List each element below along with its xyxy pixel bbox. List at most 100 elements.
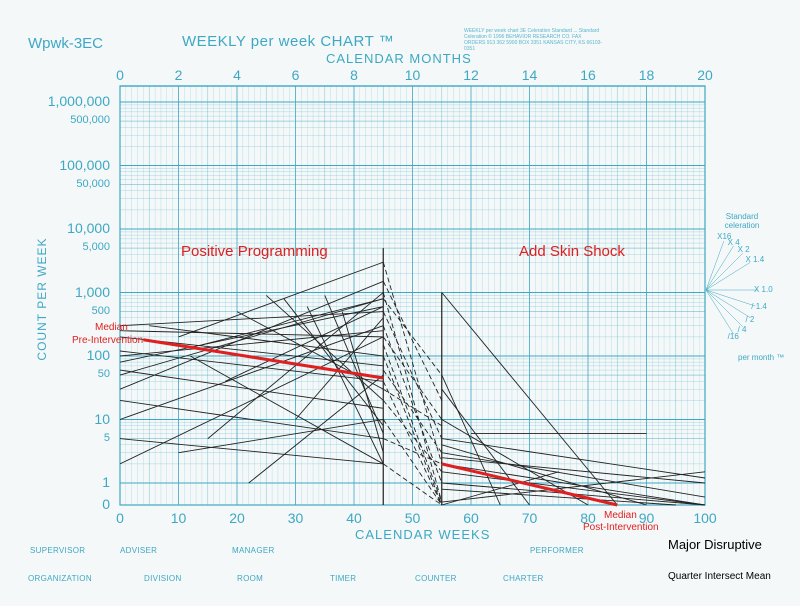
- transition-line: [382, 281, 443, 401]
- month-tick-label: 2: [174, 67, 183, 83]
- x-tick-label: 0: [116, 510, 124, 526]
- y-tick-label: 1,000: [74, 283, 110, 300]
- x-tick-label: 40: [346, 510, 362, 526]
- post-intervention-line: [441, 488, 676, 506]
- x-tick-label: 70: [521, 510, 538, 526]
- pre-intervention-line: [324, 295, 384, 434]
- y-tick-label: 0: [102, 496, 110, 512]
- pre-intervention-line: [341, 311, 384, 453]
- footer-field-label: PERFORMER: [530, 546, 584, 555]
- celeration-ray: [705, 289, 751, 318]
- pre-intervention-line: [119, 325, 384, 420]
- post-intervention-line: [441, 444, 647, 506]
- months-axis-label: CALENDAR MONTHS: [326, 51, 472, 66]
- celeration-ray: [705, 262, 751, 291]
- pre-intervention-line: [265, 295, 384, 401]
- chart-notes: WEEKLY per week chart 3E Celeration Stan…: [464, 28, 603, 52]
- celeration-ray: [705, 241, 725, 291]
- pre-intervention-line: [248, 374, 384, 484]
- y-tick-label: 10: [94, 410, 110, 427]
- month-tick-label: 14: [521, 67, 538, 83]
- form-id: Wpwk-3EC: [28, 35, 104, 52]
- pre-intervention-line: [201, 298, 384, 346]
- y-axis-label: COUNT PER WEEK: [35, 237, 49, 361]
- y-tick-label: 500: [91, 304, 110, 317]
- median-post-line: [441, 462, 618, 507]
- transition-line: [383, 438, 442, 465]
- pre-intervention-line: [119, 330, 384, 338]
- median-pre-label-1: Median: [95, 322, 128, 333]
- pre-intervention-line: [119, 298, 384, 376]
- transition-line: [382, 344, 443, 503]
- celeration-footer: per month ™: [738, 353, 785, 362]
- phase-label-skin-shock: Add Skin Shock: [519, 243, 625, 260]
- month-tick-label: 18: [638, 67, 655, 83]
- y-tick-label: 50: [97, 368, 110, 381]
- transition-line: [382, 298, 443, 376]
- transition-line: [382, 369, 443, 453]
- pre-intervention-line: [119, 399, 384, 440]
- footer-field-label: ROOM: [237, 574, 264, 583]
- month-tick-label: 12: [463, 67, 479, 83]
- pre-intervention-line: [119, 438, 384, 465]
- celeration-ray: [705, 289, 743, 327]
- median-post-label-2: Post-Intervention: [583, 522, 659, 533]
- post-intervention-line: [441, 471, 559, 506]
- x-tick-label: 90: [638, 510, 655, 526]
- celeration-ray: [705, 245, 734, 291]
- month-tick-label: 20: [697, 67, 713, 83]
- pre-intervention-line: [119, 330, 384, 357]
- month-tick-label: 4: [233, 67, 241, 83]
- median-pre-line: [143, 338, 384, 380]
- pre-intervention-line: [306, 306, 384, 465]
- weeks-axis-label: CALENDAR WEEKS: [355, 527, 491, 542]
- celeration-ray: [705, 289, 734, 335]
- month-tick-label: 8: [350, 67, 358, 83]
- y-tick-label: 1,000,000: [47, 93, 110, 109]
- celeration-label: X 4: [727, 237, 740, 247]
- x-tick-label: 80: [580, 510, 596, 526]
- median-pre-label-2: Pre-Intervention: [72, 335, 144, 346]
- celeration-label: / 4: [737, 324, 747, 334]
- pre-intervention-line: [119, 350, 384, 382]
- celeration-label: X16: [717, 232, 732, 242]
- pre-intervention-line: [295, 317, 384, 420]
- footer-field-label: COUNTER: [415, 574, 457, 583]
- pre-intervention-line: [119, 306, 384, 363]
- celeration-label: X 1.4: [745, 255, 765, 265]
- footer-field-label: MANAGER: [232, 546, 275, 555]
- celeration-label: /16: [727, 332, 739, 342]
- pre-intervention-line: [189, 355, 384, 465]
- pre-intervention-line: [178, 419, 384, 454]
- month-tick-label: 16: [580, 67, 596, 83]
- celeration-label: / 2: [745, 314, 755, 324]
- post-intervention-line: [441, 374, 501, 506]
- y-tick-label: 100,000: [59, 156, 110, 173]
- x-tick-label: 50: [404, 510, 421, 526]
- post-intervention-line: [441, 292, 618, 506]
- celeration-label: X 2: [737, 245, 750, 255]
- method-note: Quarter Intersect Mean: [668, 571, 771, 582]
- transition-line: [382, 381, 443, 506]
- y-tick-label: 500,000: [70, 114, 110, 127]
- footer-field-label: SUPERVISOR: [30, 546, 86, 555]
- celeration-title: Standard celeration: [724, 212, 760, 230]
- celeration-label: / 1.4: [751, 302, 767, 312]
- y-tick-label: 5: [103, 431, 110, 444]
- footer-field-label: TIMER: [330, 574, 357, 583]
- transition-line: [382, 336, 443, 420]
- x-tick-label: 10: [170, 510, 187, 526]
- transition-line: [383, 463, 443, 506]
- pre-intervention-line: [178, 261, 384, 338]
- transition-line: [382, 311, 443, 439]
- pre-intervention-line: [119, 311, 384, 327]
- median-post-label-1: Median: [604, 510, 637, 521]
- pre-intervention-line: [149, 325, 384, 357]
- transition-line: [382, 419, 443, 506]
- x-tick-label: 20: [229, 510, 245, 526]
- celeration-ray: [705, 289, 756, 307]
- transition-line: [382, 262, 443, 465]
- pre-intervention-line: [119, 280, 384, 390]
- post-intervention-line: [441, 463, 706, 506]
- month-tick-label: 6: [291, 67, 300, 83]
